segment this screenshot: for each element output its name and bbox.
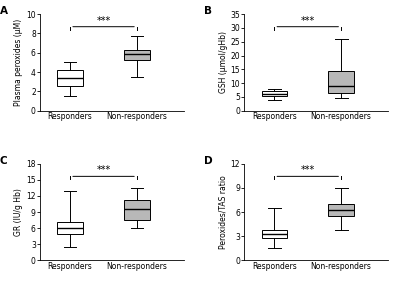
PathPatch shape [124,50,150,59]
Text: ***: *** [96,16,111,26]
Y-axis label: Peroxides/TAS ratio: Peroxides/TAS ratio [219,175,228,249]
Text: ***: *** [96,165,111,175]
Y-axis label: GR (IU/g Hb): GR (IU/g Hb) [14,188,24,236]
Text: C: C [0,156,7,166]
Text: D: D [204,156,212,166]
PathPatch shape [328,71,354,93]
PathPatch shape [124,200,150,220]
PathPatch shape [328,204,354,216]
PathPatch shape [262,91,287,96]
Y-axis label: GSH (μmol/gHb): GSH (μmol/gHb) [218,31,228,93]
Text: ***: *** [301,165,315,175]
Text: A: A [0,7,8,16]
PathPatch shape [262,230,287,238]
Text: B: B [204,7,212,16]
Y-axis label: Plasma peroxides (μM): Plasma peroxides (μM) [14,19,24,106]
PathPatch shape [57,70,83,85]
Text: ***: *** [301,16,315,26]
PathPatch shape [57,222,83,233]
